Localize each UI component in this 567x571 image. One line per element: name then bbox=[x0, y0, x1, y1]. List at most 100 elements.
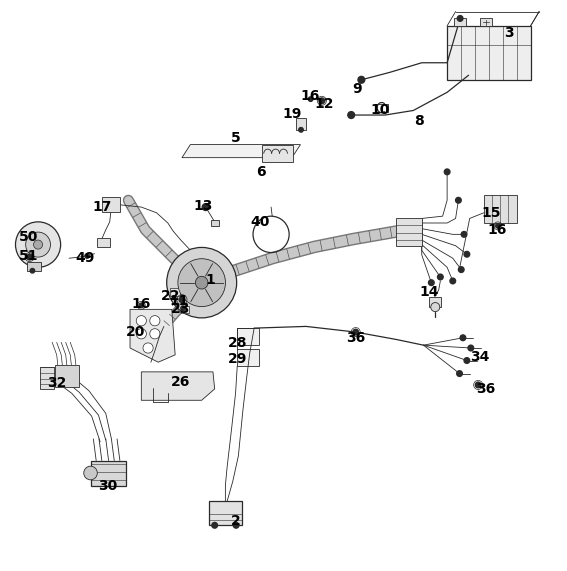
Text: 16: 16 bbox=[301, 89, 320, 103]
Circle shape bbox=[26, 232, 50, 257]
Circle shape bbox=[461, 231, 467, 237]
Circle shape bbox=[438, 274, 443, 280]
Circle shape bbox=[167, 247, 236, 318]
Circle shape bbox=[458, 267, 464, 272]
Bar bbox=[297, 118, 306, 130]
Text: 30: 30 bbox=[98, 478, 117, 493]
Circle shape bbox=[431, 303, 440, 312]
Text: 29: 29 bbox=[227, 352, 247, 367]
Circle shape bbox=[84, 466, 98, 480]
Circle shape bbox=[358, 77, 365, 83]
Text: 34: 34 bbox=[470, 349, 489, 364]
Text: 2: 2 bbox=[231, 514, 240, 528]
Circle shape bbox=[429, 280, 434, 286]
Bar bbox=[262, 144, 293, 162]
Bar bbox=[40, 367, 54, 389]
Circle shape bbox=[496, 224, 500, 228]
Text: 19: 19 bbox=[282, 107, 302, 121]
Circle shape bbox=[464, 251, 469, 257]
Circle shape bbox=[33, 240, 43, 249]
Circle shape bbox=[150, 316, 160, 326]
Text: 23: 23 bbox=[171, 303, 191, 316]
Circle shape bbox=[181, 306, 185, 311]
Circle shape bbox=[456, 371, 462, 376]
Bar bbox=[480, 18, 492, 26]
Polygon shape bbox=[130, 309, 175, 362]
Bar bbox=[484, 195, 517, 223]
Text: 16: 16 bbox=[487, 223, 506, 237]
Text: 1: 1 bbox=[205, 273, 215, 287]
Text: 28: 28 bbox=[227, 336, 247, 351]
Circle shape bbox=[136, 329, 146, 339]
Text: 13: 13 bbox=[194, 199, 213, 213]
Text: 9: 9 bbox=[352, 82, 362, 96]
Bar bbox=[55, 365, 79, 387]
Text: 32: 32 bbox=[47, 376, 66, 390]
Bar bbox=[102, 198, 120, 212]
Circle shape bbox=[450, 278, 456, 284]
Circle shape bbox=[233, 522, 239, 528]
Circle shape bbox=[178, 259, 226, 307]
Text: 6: 6 bbox=[256, 165, 266, 179]
Bar bbox=[27, 262, 41, 271]
Circle shape bbox=[202, 204, 209, 211]
Text: 10: 10 bbox=[371, 103, 390, 118]
Circle shape bbox=[456, 198, 461, 203]
Text: 16: 16 bbox=[132, 297, 151, 311]
Text: 26: 26 bbox=[171, 375, 191, 389]
Text: 36: 36 bbox=[476, 382, 495, 396]
Circle shape bbox=[179, 297, 185, 303]
Bar bbox=[237, 328, 259, 345]
Circle shape bbox=[457, 15, 463, 21]
Text: 20: 20 bbox=[126, 325, 145, 339]
Text: 51: 51 bbox=[19, 249, 38, 263]
Circle shape bbox=[139, 303, 143, 308]
Text: 50: 50 bbox=[19, 230, 38, 244]
Circle shape bbox=[348, 111, 354, 118]
Circle shape bbox=[15, 222, 61, 267]
Text: 3: 3 bbox=[505, 26, 514, 39]
Circle shape bbox=[85, 254, 90, 258]
Circle shape bbox=[319, 98, 325, 104]
Text: 40: 40 bbox=[250, 215, 269, 229]
Circle shape bbox=[464, 357, 469, 363]
Text: 11: 11 bbox=[170, 295, 189, 308]
Circle shape bbox=[143, 343, 153, 353]
Bar bbox=[454, 18, 466, 26]
Circle shape bbox=[196, 276, 208, 289]
Circle shape bbox=[475, 382, 481, 388]
Bar bbox=[209, 501, 242, 525]
Text: 15: 15 bbox=[481, 206, 501, 220]
Text: 22: 22 bbox=[161, 289, 180, 303]
Text: 36: 36 bbox=[346, 331, 365, 345]
Circle shape bbox=[318, 96, 327, 106]
Text: 14: 14 bbox=[420, 286, 439, 299]
Polygon shape bbox=[182, 144, 301, 158]
Circle shape bbox=[308, 97, 313, 102]
Text: 12: 12 bbox=[314, 96, 334, 111]
Bar bbox=[91, 461, 125, 485]
Circle shape bbox=[460, 335, 466, 341]
Text: 49: 49 bbox=[75, 251, 95, 265]
Circle shape bbox=[27, 254, 32, 260]
Bar bbox=[237, 349, 259, 366]
Bar bbox=[98, 238, 110, 247]
Circle shape bbox=[299, 127, 303, 132]
Circle shape bbox=[212, 522, 218, 528]
Circle shape bbox=[150, 329, 160, 339]
Circle shape bbox=[468, 345, 473, 351]
Circle shape bbox=[136, 316, 146, 326]
Circle shape bbox=[353, 329, 358, 335]
Bar bbox=[447, 26, 531, 80]
Text: 8: 8 bbox=[414, 114, 424, 128]
Circle shape bbox=[30, 268, 35, 273]
Polygon shape bbox=[141, 372, 215, 400]
Circle shape bbox=[445, 169, 450, 175]
Bar bbox=[429, 297, 442, 307]
Bar bbox=[396, 219, 422, 246]
Text: 17: 17 bbox=[92, 200, 112, 214]
Bar bbox=[211, 220, 219, 226]
Text: 5: 5 bbox=[231, 131, 240, 145]
Bar bbox=[181, 306, 189, 313]
Bar bbox=[170, 288, 180, 296]
